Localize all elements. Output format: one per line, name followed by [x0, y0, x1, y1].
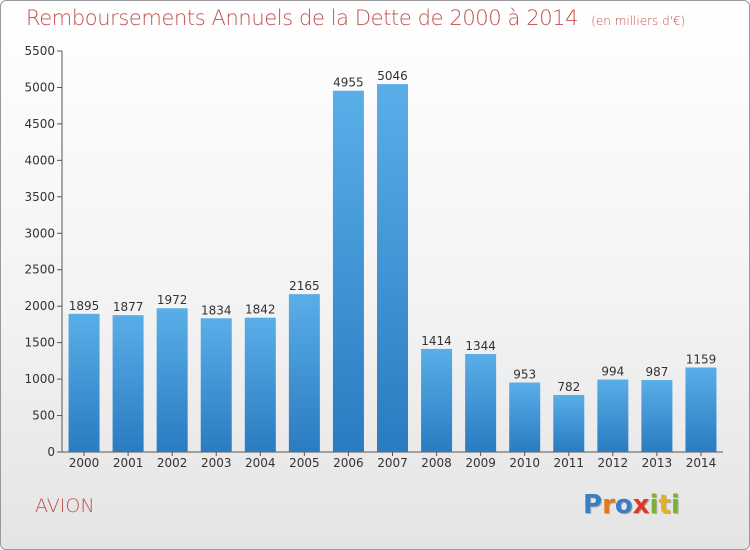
logo-letter: i	[649, 490, 659, 520]
y-tick-label: 4500	[24, 117, 55, 131]
value-label-2005: 2165	[289, 279, 320, 293]
bar-2005	[288, 294, 320, 452]
bar-2000	[68, 313, 100, 452]
bar-2012	[597, 379, 629, 452]
x-tick-label-2008: 2008	[421, 456, 452, 470]
bar-2002	[156, 308, 188, 452]
bar-2008	[421, 348, 453, 452]
bar-2013	[641, 380, 673, 452]
x-tick-label-2001: 2001	[113, 456, 144, 470]
value-label-2007: 5046	[377, 69, 408, 83]
unit-note: (en milliers d'€)	[591, 14, 686, 28]
logo-letter: x	[632, 490, 650, 520]
x-tick-label-2014: 2014	[686, 456, 717, 470]
x-tick-label-2005: 2005	[289, 456, 320, 470]
x-tick-label-2010: 2010	[509, 456, 540, 470]
logo-letter: r	[602, 490, 615, 520]
logo-letter: t	[658, 490, 671, 520]
bar-2001	[112, 315, 144, 452]
value-label-2012: 994	[601, 365, 624, 379]
y-tick-label: 2500	[24, 263, 55, 277]
x-tick-label-2012: 2012	[598, 456, 629, 470]
x-tick-label-2013: 2013	[642, 456, 673, 470]
x-tick-label-2004: 2004	[245, 456, 276, 470]
value-label-2011: 782	[557, 380, 580, 394]
bar-2006	[332, 90, 364, 453]
value-label-2010: 953	[513, 368, 536, 382]
y-tick-label: 1000	[24, 372, 55, 386]
chart-title-text: Remboursements Annuels de la Dette de 20…	[26, 6, 579, 30]
x-tick-label-2006: 2006	[333, 456, 364, 470]
x-tick-label-2000: 2000	[69, 456, 100, 470]
value-label-2014: 1159	[686, 352, 717, 366]
y-tick-label: 2000	[24, 299, 55, 313]
value-label-2001: 1877	[113, 300, 144, 314]
x-tick-label-2011: 2011	[553, 456, 584, 470]
x-tick-label-2007: 2007	[377, 456, 408, 470]
proxiti-logo[interactable]: Proxiti	[583, 490, 680, 520]
value-label-2004: 1842	[245, 303, 276, 317]
logo-letter: P	[583, 490, 603, 520]
y-tick-label: 5000	[24, 80, 55, 94]
logo-letter: o	[614, 490, 633, 520]
logo-letter: i	[670, 490, 680, 520]
value-label-2008: 1414	[421, 334, 452, 348]
bar-2003	[200, 318, 232, 452]
location-label: AVION	[35, 495, 95, 517]
bars	[68, 84, 717, 453]
value-label-2003: 1834	[201, 303, 232, 317]
bar-2004	[244, 317, 276, 452]
value-label-2009: 1344	[465, 339, 496, 353]
value-labels: 1895 1877 1972 1834 1842 2165 4955 5046 1414 1344…	[69, 69, 716, 394]
value-label-2006: 4955	[333, 76, 364, 90]
bar-2010	[509, 382, 541, 452]
x-tick-label-2002: 2002	[157, 456, 188, 470]
x-tick-label-2009: 2009	[465, 456, 496, 470]
y-tick-label: 3500	[24, 190, 55, 204]
x-tick-label-2003: 2003	[201, 456, 232, 470]
chart-title: Remboursements Annuels de la Dette de 20…	[26, 6, 685, 30]
value-label-2013: 987	[645, 365, 668, 379]
bar-2009	[465, 354, 497, 452]
y-tick-label: 5500	[24, 44, 55, 58]
y-tick-label: 1500	[24, 336, 55, 350]
bar-2014	[685, 367, 717, 452]
value-label-2002: 1972	[157, 293, 188, 307]
bar-2007	[377, 84, 408, 452]
bar-2011	[553, 394, 585, 452]
y-tick-label: 0	[47, 445, 55, 459]
y-tick-label: 4000	[24, 153, 55, 167]
y-tick-label: 500	[32, 409, 55, 423]
y-tick-label: 3000	[24, 226, 55, 240]
value-label-2000: 1895	[69, 299, 100, 313]
axes: 0 500 1000 1500 2000 2500 3000 3500 4000 4500 5000…	[24, 44, 723, 470]
